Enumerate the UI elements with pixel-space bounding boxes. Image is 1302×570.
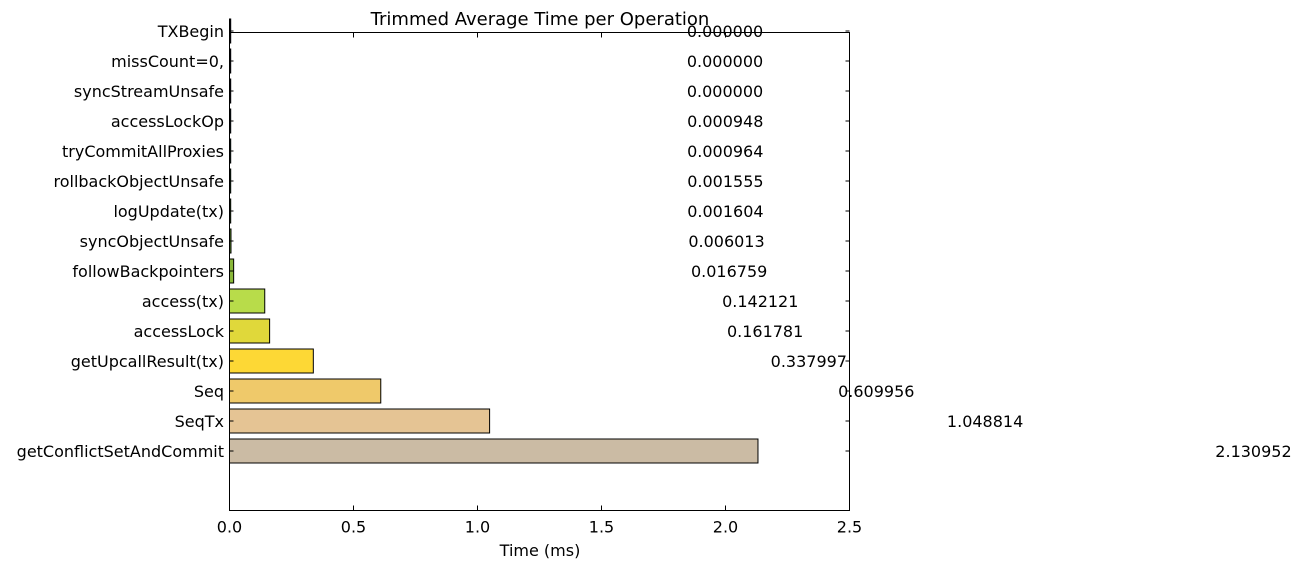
data-label: 0.337997: [771, 352, 847, 371]
x-tick-label: 2.5: [837, 518, 862, 537]
bar: [229, 348, 314, 374]
bar: [229, 438, 759, 464]
y-tick-label: rollbackObjectUnsafe: [53, 172, 224, 191]
data-label: 0.000000: [687, 22, 763, 41]
bar: [229, 288, 266, 314]
x-axis-label: Time (ms): [499, 541, 581, 560]
y-tick-label: accessLockOp: [111, 112, 224, 131]
y-tick-label: tryCommitAllProxies: [62, 142, 224, 161]
y-tick-label: access(tx): [142, 292, 224, 311]
bar: [229, 318, 271, 344]
y-tick-label: getConflictSetAndCommit: [17, 442, 224, 461]
bar: [229, 378, 382, 404]
data-label: 0.001555: [687, 172, 763, 191]
y-tick-label: syncObjectUnsafe: [80, 232, 224, 251]
data-label: 2.130952: [1215, 442, 1291, 461]
data-label: 0.000964: [687, 142, 763, 161]
x-tick-label: 1.5: [589, 518, 614, 537]
data-label: 0.016759: [691, 262, 767, 281]
y-tick-label: TXBegin: [157, 22, 224, 41]
data-label: 0.001604: [687, 202, 763, 221]
data-label: 0.161781: [727, 322, 803, 341]
x-tick-label: 0.0: [217, 518, 242, 537]
data-label: 0.142121: [722, 292, 798, 311]
y-tick-label: syncStreamUnsafe: [74, 82, 224, 101]
y-tick-label: logUpdate(tx): [113, 202, 224, 221]
data-label: 1.048814: [947, 412, 1023, 431]
data-label: 0.000000: [687, 52, 763, 71]
data-label: 0.609956: [838, 382, 914, 401]
data-label: 0.000000: [687, 82, 763, 101]
bar: [229, 408, 491, 434]
data-label: 0.000948: [687, 112, 763, 131]
y-tick-label: SeqTx: [175, 412, 224, 431]
bars-layer: [229, 18, 759, 464]
y-tick-label: missCount=0,: [111, 52, 224, 71]
y-tick-label: getUpcallResult(tx): [71, 352, 224, 371]
x-tick-label: 0.5: [341, 518, 366, 537]
y-tick-label: accessLock: [134, 322, 225, 341]
x-tick-label: 2.0: [713, 518, 738, 537]
x-tick-label: 1.0: [465, 518, 490, 537]
axis-layer: TXBegin 0.000000 missCount=0, 0.000000 syncS…: [17, 22, 1292, 537]
y-tick-label: followBackpointers: [72, 262, 224, 281]
chart-title: Trimmed Average Time per Operation: [370, 9, 710, 30]
data-label: 0.006013: [688, 232, 764, 251]
y-tick-label: Seq: [194, 382, 224, 401]
